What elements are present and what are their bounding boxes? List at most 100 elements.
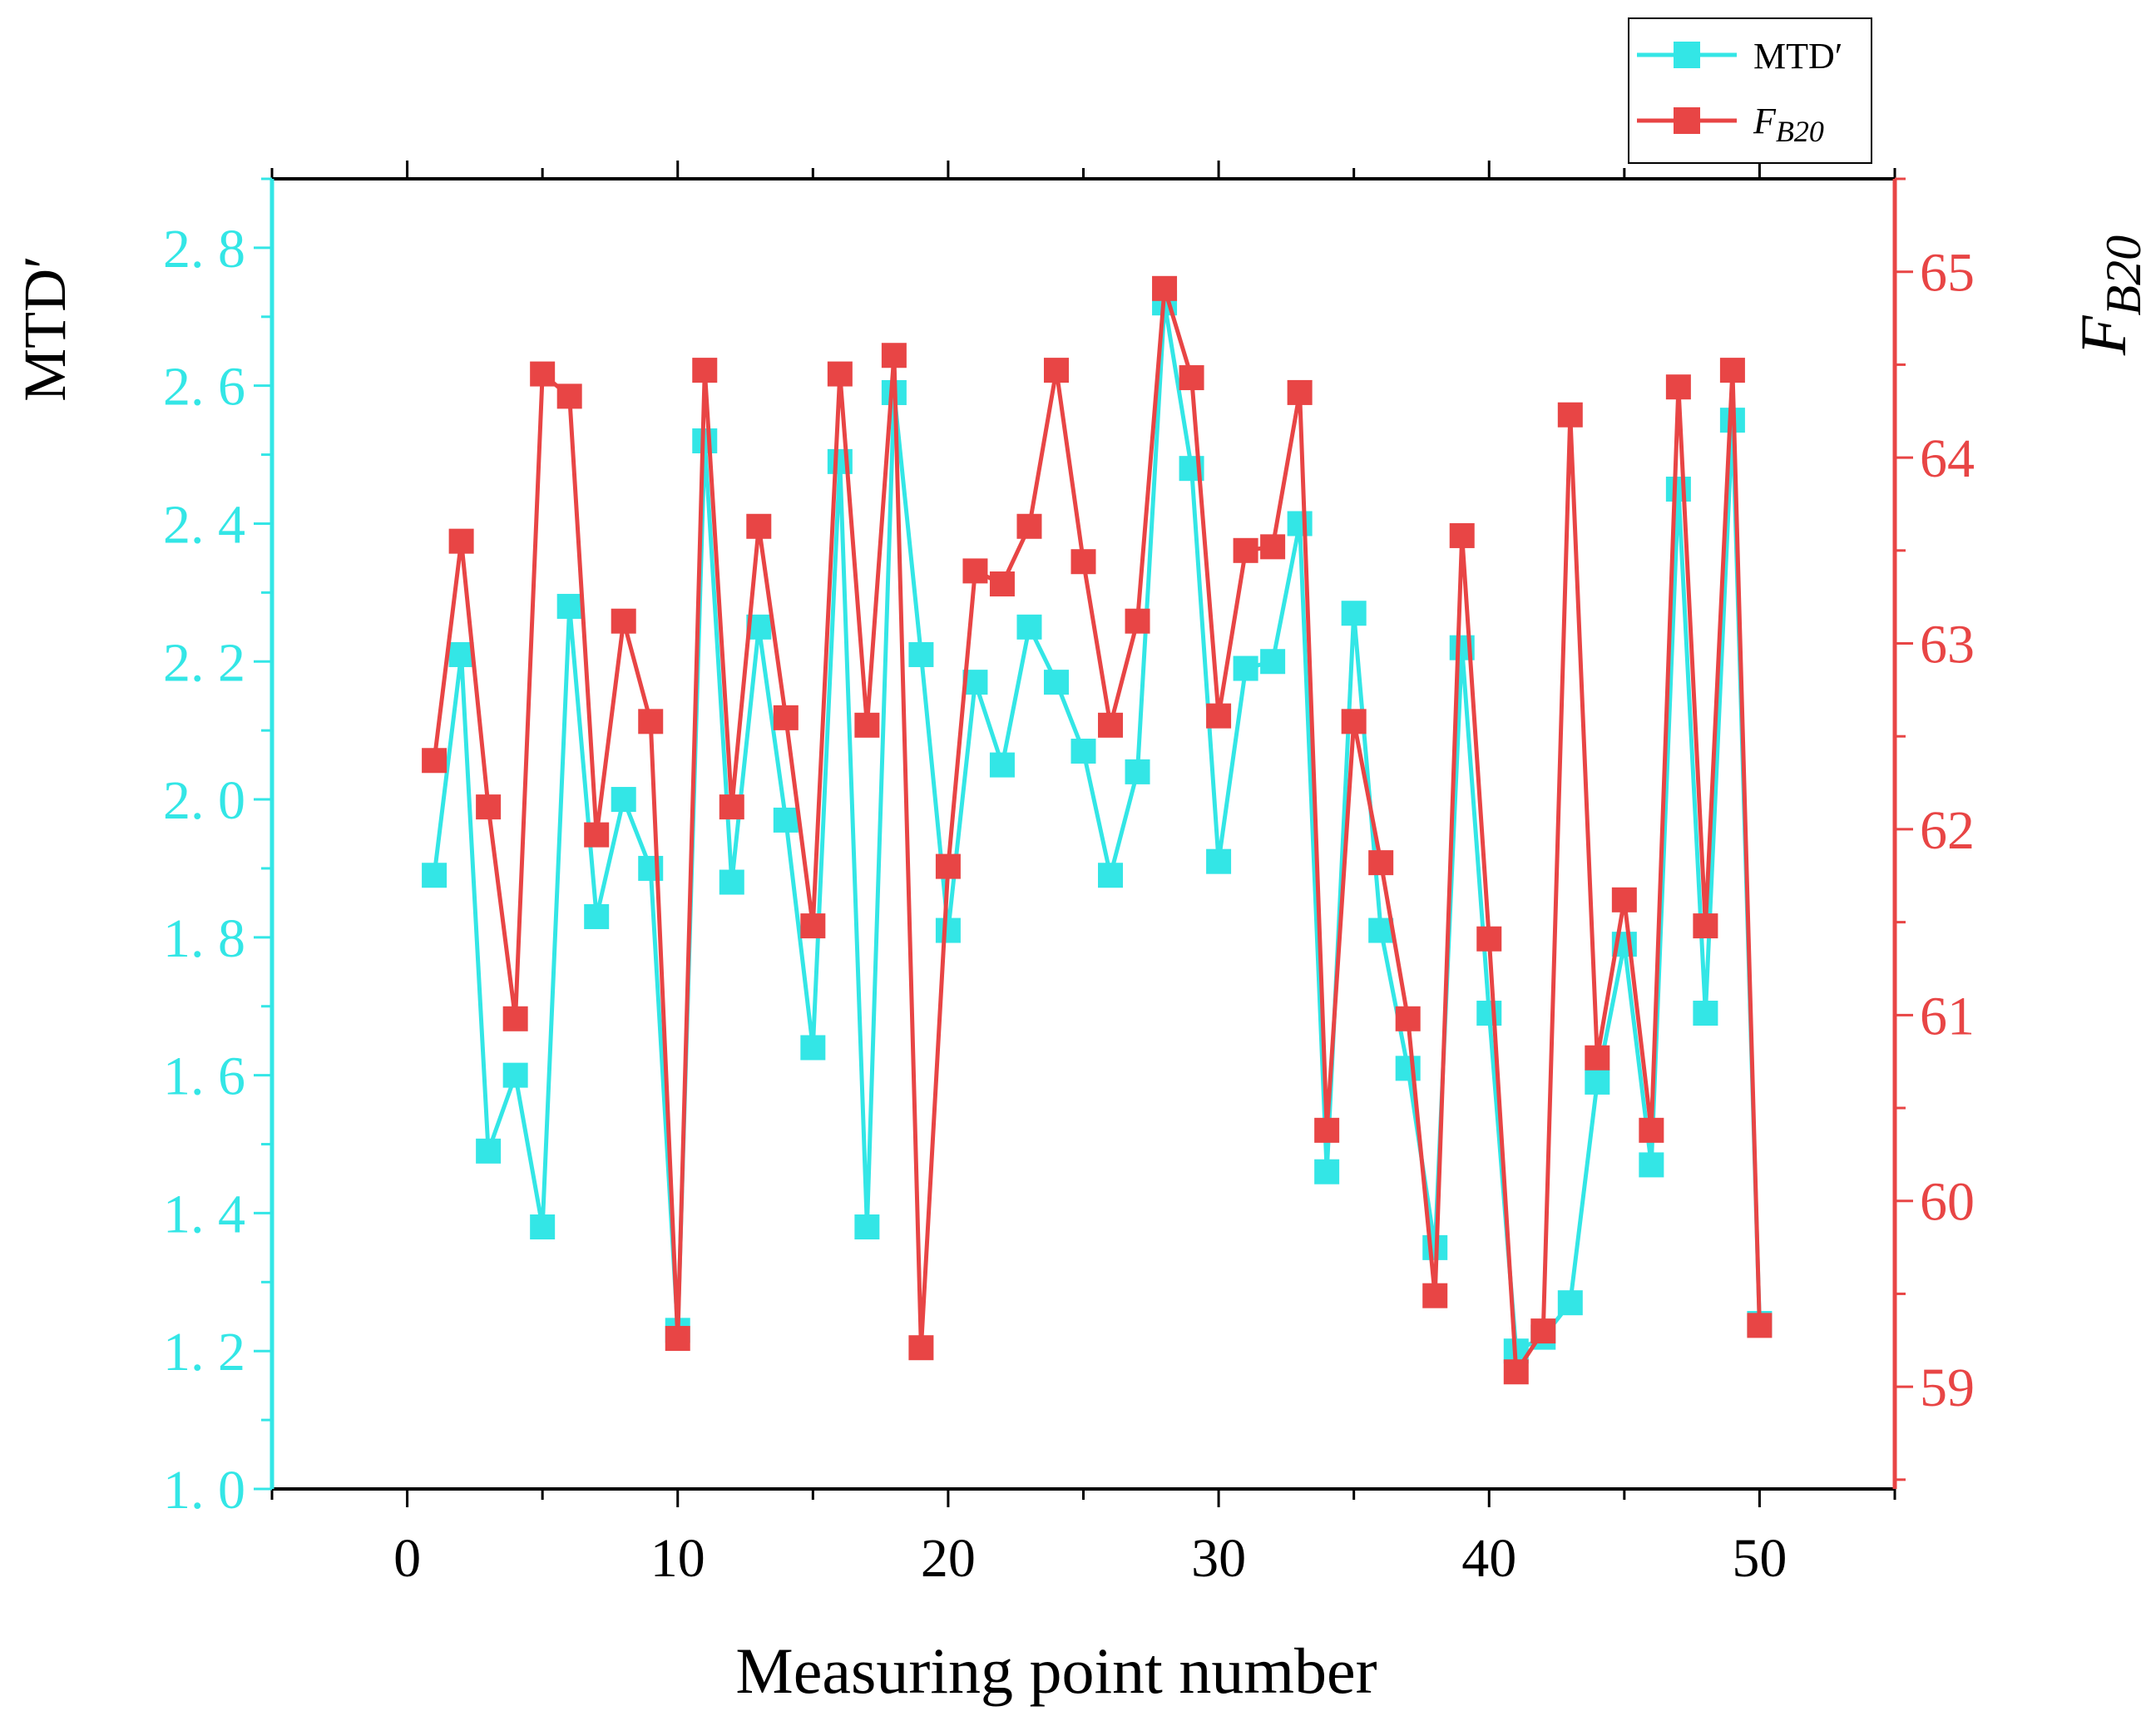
data-point-mtd xyxy=(1260,649,1286,675)
data-point-fb20 xyxy=(1503,1359,1529,1385)
data-point-mtd xyxy=(773,807,799,833)
legend: MTD′ FB20 xyxy=(1628,17,1872,164)
data-point-mtd xyxy=(422,863,447,888)
data-point-mtd xyxy=(1070,739,1096,764)
data-point-fb20 xyxy=(1070,549,1096,575)
data-point-fb20 xyxy=(1611,887,1637,913)
left-tick-label: 2. 0 xyxy=(163,770,245,831)
data-point-fb20 xyxy=(1368,850,1394,876)
right-axis-title-main: F xyxy=(2067,314,2139,356)
legend-label-fb20: FB20 xyxy=(1753,101,1824,148)
data-point-fb20 xyxy=(584,822,610,848)
data-point-mtd xyxy=(1693,1001,1718,1026)
data-point-fb20 xyxy=(611,608,636,634)
data-point-mtd xyxy=(1233,655,1258,681)
left-axis-title: MTD′ xyxy=(12,255,78,402)
right-tick-label: 62 xyxy=(1920,800,1975,861)
x-tick-label: 10 xyxy=(650,1528,705,1589)
data-point-fb20 xyxy=(908,1335,934,1361)
data-point-fb20 xyxy=(962,558,988,584)
data-point-fb20 xyxy=(1747,1313,1773,1338)
right-tick-label: 59 xyxy=(1920,1358,1975,1418)
data-point-mtd xyxy=(800,1035,826,1061)
data-point-mtd xyxy=(448,641,474,667)
data-point-fb20 xyxy=(1449,522,1475,548)
data-point-fb20 xyxy=(1206,703,1232,729)
left-tick-label: 2. 4 xyxy=(163,494,245,555)
data-point-fb20 xyxy=(827,361,853,387)
data-point-mtd xyxy=(1314,1159,1340,1185)
right-axis-title: FB20 xyxy=(2067,235,2141,356)
data-point-fb20 xyxy=(719,794,744,820)
data-point-fb20 xyxy=(1260,534,1286,560)
data-point-fb20 xyxy=(1152,275,1178,301)
data-point-mtd xyxy=(1016,614,1042,640)
data-point-fb20 xyxy=(1665,374,1691,400)
data-point-mtd xyxy=(502,1062,528,1088)
data-point-fb20 xyxy=(422,748,447,774)
legend-label-fb20-main: F xyxy=(1753,101,1777,141)
data-point-mtd xyxy=(1585,1069,1610,1095)
left-tick-label: 1. 2 xyxy=(163,1322,245,1382)
data-point-fb20 xyxy=(1530,1318,1556,1344)
data-point-mtd xyxy=(1206,848,1232,874)
data-point-mtd xyxy=(584,903,610,929)
right-axis-title-sub: B20 xyxy=(2096,235,2141,316)
legend-marker-mtd xyxy=(1674,42,1700,68)
left-tick-label: 2. 8 xyxy=(163,219,245,279)
data-point-mtd xyxy=(1665,477,1691,502)
right-tick-label: 65 xyxy=(1920,243,1975,304)
data-point-mtd xyxy=(989,752,1015,778)
data-point-mtd xyxy=(556,593,582,619)
data-point-fb20 xyxy=(881,343,907,368)
data-point-fb20 xyxy=(638,709,664,734)
data-point-fb20 xyxy=(935,853,961,879)
data-point-mtd xyxy=(1287,511,1313,537)
data-point-fb20 xyxy=(1341,709,1367,734)
x-tick-label: 30 xyxy=(1191,1528,1246,1589)
data-point-mtd xyxy=(1557,1290,1583,1316)
data-point-fb20 xyxy=(1179,365,1204,391)
left-tick-label: 1. 0 xyxy=(163,1460,245,1521)
data-point-fb20 xyxy=(665,1326,690,1352)
right-tick-label: 60 xyxy=(1920,1172,1975,1233)
data-point-fb20 xyxy=(1557,402,1583,428)
x-tick-label: 0 xyxy=(393,1528,421,1589)
x-tick-label: 20 xyxy=(921,1528,976,1589)
legend-box xyxy=(1628,17,1872,164)
left-tick-label: 1. 8 xyxy=(163,908,245,969)
data-point-fb20 xyxy=(476,794,502,820)
data-point-fb20 xyxy=(800,913,826,939)
axes-layer: 0 10 20 30 40 50 1. 0 1. 2 1. 4 1. 6 1. 8 2. 0 2. 2 2… xyxy=(163,161,1975,1589)
series-fb20 xyxy=(422,275,1773,1385)
data-point-fb20 xyxy=(1719,358,1745,383)
data-point-fb20 xyxy=(1314,1117,1340,1143)
data-point-mtd xyxy=(719,869,744,895)
data-point-fb20 xyxy=(1639,1117,1664,1143)
data-point-mtd xyxy=(935,917,961,943)
data-point-mtd xyxy=(1341,601,1367,626)
right-tick-label: 61 xyxy=(1920,986,1975,1046)
data-point-fb20 xyxy=(692,358,718,383)
left-tick-label: 2. 6 xyxy=(163,357,245,418)
data-point-fb20 xyxy=(1422,1283,1448,1308)
x-tick-label: 40 xyxy=(1461,1528,1516,1589)
data-point-fb20 xyxy=(1287,379,1313,405)
right-tick-label: 63 xyxy=(1920,615,1975,675)
right-tick-label: 64 xyxy=(1920,428,1975,489)
data-point-fb20 xyxy=(1098,712,1124,738)
data-point-fb20 xyxy=(1043,358,1069,383)
data-point-fb20 xyxy=(854,712,880,738)
data-point-fb20 xyxy=(746,513,772,539)
data-point-mtd xyxy=(1098,863,1124,888)
data-point-fb20 xyxy=(773,705,799,730)
data-point-mtd xyxy=(530,1214,556,1239)
data-point-mtd xyxy=(611,787,636,813)
data-point-fb20 xyxy=(502,1006,528,1031)
data-point-mtd xyxy=(476,1138,502,1164)
left-tick-label: 2. 2 xyxy=(163,632,245,693)
data-point-mtd xyxy=(1476,1001,1502,1026)
data-point-mtd xyxy=(908,641,934,667)
